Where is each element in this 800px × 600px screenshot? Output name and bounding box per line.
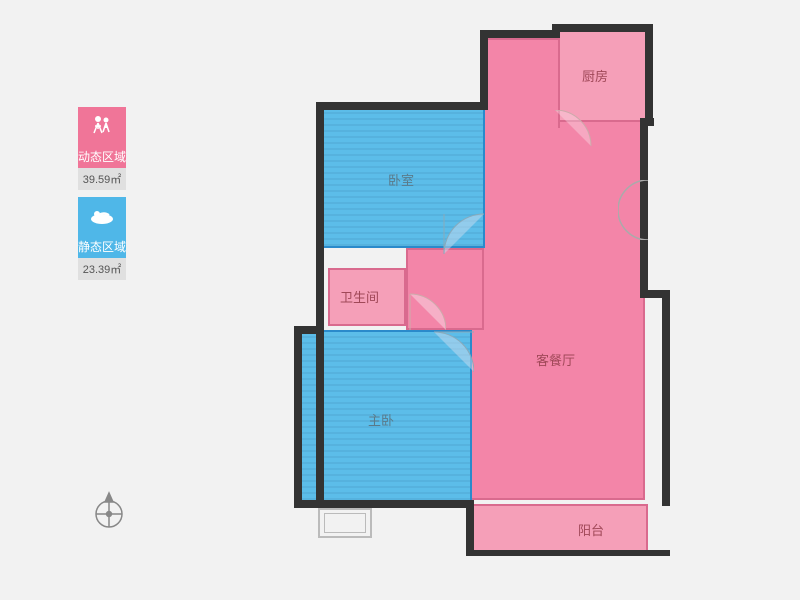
wall (466, 550, 670, 556)
window-detail-inner (324, 513, 366, 533)
legend-static-value: 23.39㎡ (78, 258, 126, 280)
wall (552, 24, 652, 32)
floor-plan: 厨房 卧室 卫生间 客餐厅 主卧 阳台 (280, 30, 680, 570)
legend-static: 静态区域 23.39㎡ (78, 197, 126, 280)
label-balcony: 阳台 (578, 520, 604, 539)
people-icon (78, 107, 126, 145)
door-arc (555, 110, 595, 150)
door-arc (406, 290, 446, 330)
legend-dynamic-label: 动态区域 (78, 145, 126, 168)
wall (466, 500, 474, 556)
compass-icon (88, 490, 130, 532)
rest-icon (78, 197, 126, 235)
label-master: 主卧 (368, 410, 394, 429)
label-living: 客餐厅 (536, 350, 575, 369)
legend-dynamic-value: 39.59㎡ (78, 168, 126, 190)
label-bedroom: 卧室 (388, 170, 414, 189)
label-bathroom: 卫生间 (340, 287, 379, 306)
legend-static-label: 静态区域 (78, 235, 126, 258)
door-arc (618, 180, 648, 210)
wall (480, 30, 560, 38)
wall (316, 102, 488, 110)
wall (294, 500, 474, 508)
door-arc (618, 210, 648, 240)
label-kitchen: 厨房 (582, 66, 608, 85)
room-living-ext (480, 38, 560, 128)
wall (662, 290, 670, 506)
wall (645, 24, 653, 124)
door-arc (430, 328, 474, 372)
wall (480, 30, 488, 110)
wall (316, 260, 324, 330)
door-arc (440, 210, 488, 258)
room-balcony (470, 504, 648, 552)
wall (294, 326, 302, 506)
legend-dynamic: 动态区域 39.59㎡ (78, 107, 126, 190)
